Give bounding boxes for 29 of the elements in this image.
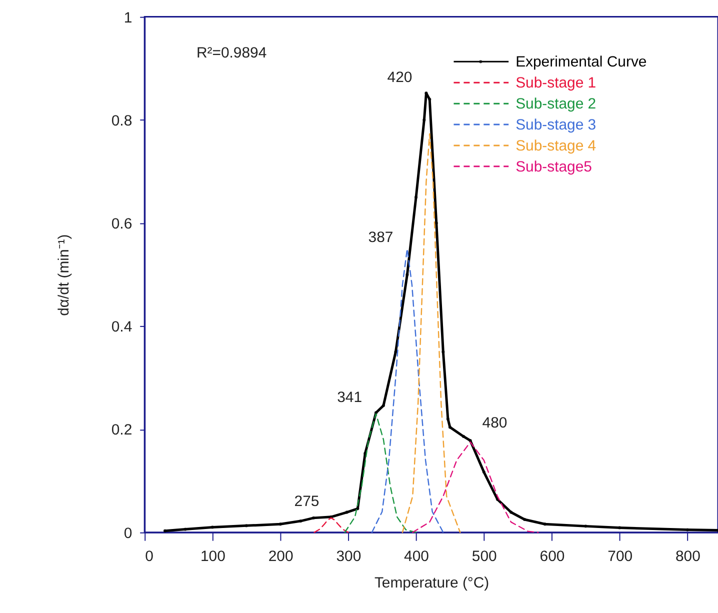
x-tick-label: 700 (608, 548, 633, 565)
annotation: 341 (337, 388, 362, 406)
x-tick-label: 500 (472, 548, 497, 565)
y-tick-label: 0.4 (111, 318, 132, 336)
legend-label: Sub-stage5 (516, 158, 592, 176)
y-tick-label: 1 (124, 9, 132, 26)
annotation: 275 (294, 492, 320, 510)
annotation: 420 (387, 69, 412, 86)
legend-label: Sub-stage 2 (516, 96, 596, 113)
y-tick-label: 0.8 (111, 112, 132, 130)
y-tick-label: 0.2 (111, 422, 132, 439)
legend-label: Sub-stage 4 (516, 137, 596, 154)
x-tick-label: 800 (675, 548, 700, 565)
annotation: R²=0.9894 (196, 44, 267, 62)
annotation: 387 (368, 228, 394, 246)
x-tick-label: 100 (200, 548, 226, 565)
legend-label: Experimental Curve (516, 54, 647, 71)
legend-label: Sub-stage 3 (516, 116, 596, 134)
x-tick-label: 200 (268, 548, 294, 565)
annotation: 480 (482, 414, 508, 432)
x-tick-label: 0 (145, 548, 154, 565)
legend-label: Sub-stage 1 (516, 74, 596, 92)
x-tick-label: 300 (336, 548, 362, 565)
x-axis-title: Temperature (°C) (374, 574, 490, 592)
x-tick-label: 400 (404, 548, 429, 565)
x-tick-label: 600 (540, 548, 565, 565)
y-axis-title: dα/dt (min⁻¹) (55, 234, 72, 316)
y-tick-label: 0.6 (111, 216, 132, 233)
y-tick-label: 0 (124, 524, 132, 542)
